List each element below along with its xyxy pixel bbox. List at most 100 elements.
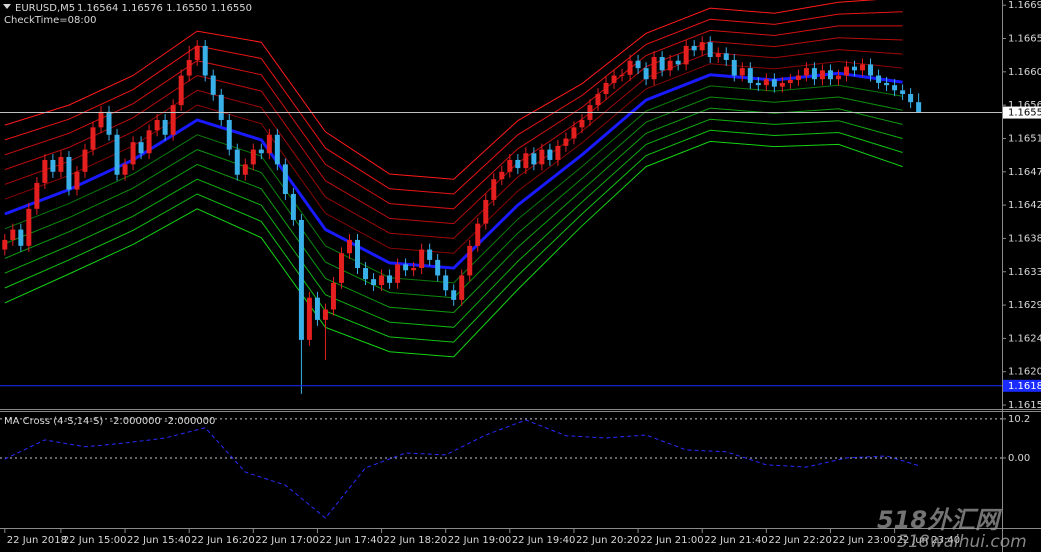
candle-body bbox=[868, 64, 874, 76]
series-line bbox=[4, 107, 903, 314]
candle-body bbox=[860, 64, 866, 71]
menu-arrow bbox=[3, 4, 11, 9]
candle-body bbox=[178, 75, 184, 106]
candle-body bbox=[427, 249, 433, 260]
candle-body bbox=[723, 53, 729, 60]
x-tick-label: 22 Jun 15:00 bbox=[63, 535, 127, 546]
series-line bbox=[4, 0, 878, 180]
candle-body bbox=[619, 74, 625, 76]
x-tick-label: 22 Jun 16:20 bbox=[191, 535, 255, 546]
y-tick-label: 1.16155 bbox=[1008, 400, 1041, 411]
candle-body bbox=[250, 149, 256, 165]
candle-body bbox=[2, 239, 8, 250]
candle-body bbox=[884, 82, 890, 86]
x-tick-label: 22 Jun 2018 bbox=[7, 535, 67, 546]
candle-body bbox=[371, 279, 377, 286]
x-tick-label: 22 Jun 17:00 bbox=[255, 535, 319, 546]
x-tick-label: 22 Jun 17:40 bbox=[319, 535, 383, 546]
candle-body bbox=[563, 138, 569, 146]
candle-body bbox=[747, 68, 753, 83]
candle-body bbox=[58, 156, 64, 172]
candle-body bbox=[731, 59, 737, 76]
candle-body bbox=[170, 105, 176, 135]
candle-body bbox=[10, 229, 16, 240]
candle-body bbox=[835, 75, 841, 80]
candle-body bbox=[274, 134, 280, 165]
candle-body bbox=[314, 297, 320, 320]
y-tick-label: 1.16470 bbox=[1008, 167, 1041, 178]
candle-body bbox=[771, 79, 777, 87]
candle-body bbox=[26, 208, 32, 246]
candle-body bbox=[531, 153, 537, 165]
x-tick-label: 22 Jun 22:20 bbox=[768, 535, 832, 546]
candle-body bbox=[579, 119, 585, 128]
candle-body bbox=[467, 245, 473, 276]
candle-body bbox=[892, 85, 898, 91]
x-tick-label: 22 Jun 19:40 bbox=[512, 535, 576, 546]
price-label-box bbox=[1003, 106, 1041, 119]
series-line bbox=[4, 11, 903, 195]
candle-body bbox=[355, 239, 361, 269]
candle-body bbox=[98, 111, 104, 128]
series-line bbox=[4, 37, 903, 225]
candle-body bbox=[908, 94, 914, 103]
y-tick-label: 1.16380 bbox=[1008, 233, 1041, 244]
candle-body bbox=[82, 149, 88, 172]
candle-body bbox=[499, 171, 505, 180]
candle-body bbox=[50, 159, 56, 172]
candle-body bbox=[130, 142, 136, 165]
candle-body bbox=[675, 60, 681, 65]
y-tick-label: 1.16245 bbox=[1008, 333, 1041, 344]
candle-body bbox=[122, 164, 128, 175]
series-line bbox=[4, 129, 903, 343]
chart-subtitle: 1.16564 1.16576 1.16550 1.16550 bbox=[77, 3, 252, 14]
candle-body bbox=[387, 275, 393, 283]
candle-body bbox=[507, 159, 513, 172]
candle-body bbox=[298, 219, 304, 340]
chart-title: EURUSD,M5 bbox=[15, 3, 75, 14]
x-tick-label: 22 Jun 23:00 bbox=[832, 535, 896, 546]
y-tick-label: 1.16605 bbox=[1008, 67, 1041, 78]
series-line bbox=[4, 71, 903, 270]
candle-body bbox=[667, 60, 673, 71]
x-tick-label: 22 Jun 21:00 bbox=[640, 535, 704, 546]
series-line bbox=[4, 25, 903, 210]
candle-body bbox=[74, 171, 80, 190]
candle-body bbox=[643, 68, 649, 80]
candle-body bbox=[539, 149, 545, 165]
plot-area bbox=[0, 418, 1002, 519]
candle-body bbox=[154, 119, 160, 131]
candle-body bbox=[90, 127, 96, 150]
candle-body bbox=[707, 42, 713, 58]
candle-body bbox=[491, 179, 497, 200]
candle-body bbox=[763, 79, 769, 86]
series-line bbox=[4, 60, 903, 254]
candle-body bbox=[194, 45, 200, 60]
candle-body bbox=[779, 82, 785, 87]
candle-body bbox=[138, 142, 144, 154]
candle-body bbox=[483, 199, 489, 224]
candle-body bbox=[603, 82, 609, 95]
candle-body bbox=[827, 70, 833, 80]
y-tick-label: 1.16200 bbox=[1008, 367, 1041, 378]
candle-body bbox=[739, 68, 745, 76]
series-line bbox=[4, 49, 903, 239]
y-tick-label: 1.16290 bbox=[1008, 300, 1041, 311]
candle-body bbox=[515, 159, 521, 169]
candle-body bbox=[595, 94, 601, 106]
candle-body bbox=[242, 164, 248, 175]
candle-body bbox=[395, 264, 401, 283]
candle-body bbox=[322, 309, 328, 320]
candle-body bbox=[635, 60, 641, 69]
candle-body bbox=[451, 290, 457, 300]
candle-body bbox=[611, 75, 617, 83]
watermark: 518外汇网 bbox=[877, 506, 1003, 534]
candle-body bbox=[803, 68, 809, 76]
candle-body bbox=[419, 249, 425, 269]
candle-body bbox=[627, 60, 633, 75]
candle-body bbox=[795, 75, 801, 80]
series-line bbox=[4, 419, 919, 519]
candle-body bbox=[330, 282, 336, 310]
